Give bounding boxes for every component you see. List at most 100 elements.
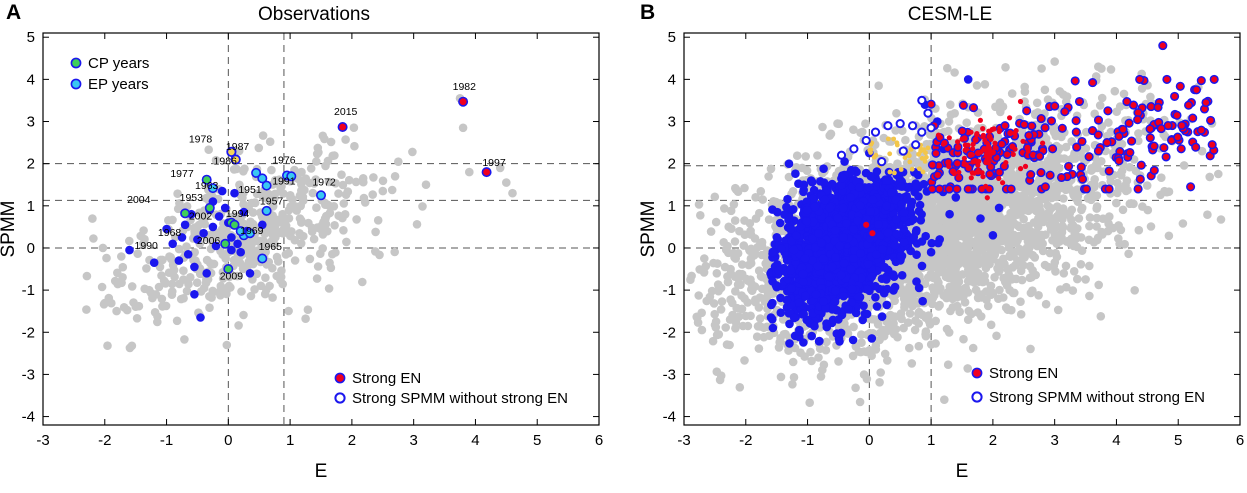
gray-point xyxy=(360,194,369,203)
gray-point xyxy=(1179,219,1188,228)
gray-point xyxy=(107,299,116,308)
gray-point xyxy=(975,222,984,231)
gray-point xyxy=(755,303,764,312)
blue-point xyxy=(871,293,880,302)
gray-point xyxy=(1126,200,1135,209)
gray-point xyxy=(724,278,733,287)
strong-en-point xyxy=(482,168,490,176)
gray-point xyxy=(777,373,786,382)
gray-point xyxy=(987,290,996,299)
gray-point xyxy=(922,327,931,336)
gray-point xyxy=(1073,224,1082,233)
gray-point xyxy=(695,265,704,274)
blue-point xyxy=(918,297,927,306)
gray-point xyxy=(309,189,318,198)
gray-point xyxy=(901,136,910,145)
year-label: 1953 xyxy=(180,192,204,204)
gray-point xyxy=(755,344,764,353)
gray-point xyxy=(1066,185,1075,194)
gray-point xyxy=(1092,204,1101,213)
gray-point xyxy=(713,269,722,278)
gray-point xyxy=(388,186,397,195)
gray-point xyxy=(193,278,202,287)
gray-point xyxy=(1143,181,1152,190)
gray-point xyxy=(969,344,978,353)
gray-point xyxy=(995,286,1004,295)
gray-point xyxy=(1059,90,1068,99)
gray-point xyxy=(350,123,359,132)
year-label: 1997 xyxy=(482,157,506,169)
x-tick-label: 0 xyxy=(224,432,232,449)
legend-ep-marker xyxy=(71,79,80,88)
gray-point xyxy=(892,109,901,118)
gray-point xyxy=(1111,87,1120,96)
gray-point xyxy=(1004,240,1013,249)
y-tick-label: -1 xyxy=(22,282,35,299)
legend-ep-label: EP years xyxy=(88,76,149,93)
gray-point xyxy=(179,275,188,284)
gray-point xyxy=(223,341,232,350)
blue-point xyxy=(246,269,255,278)
gray-point xyxy=(113,269,122,278)
gray-point xyxy=(741,230,750,239)
gray-point xyxy=(715,330,724,339)
gray-point xyxy=(162,302,171,311)
gray-point xyxy=(297,239,306,248)
gray-point xyxy=(358,278,367,287)
gray-point xyxy=(751,250,760,259)
year-label: 1986 xyxy=(214,156,238,168)
gray-point xyxy=(974,239,983,248)
gray-point xyxy=(696,211,705,220)
gray-point xyxy=(914,310,923,319)
gray-point xyxy=(1044,263,1053,272)
blue-point xyxy=(125,246,134,255)
gray-point xyxy=(1041,86,1050,95)
gray-point xyxy=(1034,214,1043,223)
panel-a-title: Observations xyxy=(258,4,370,25)
gray-point xyxy=(1205,173,1214,182)
gray-point xyxy=(981,80,990,89)
legend-a-strong-spmm-label: Strong SPMM without strong EN xyxy=(352,390,568,407)
gray-point xyxy=(158,256,167,265)
gray-point xyxy=(459,124,468,133)
gray-point xyxy=(1050,57,1059,66)
gray-point xyxy=(368,190,377,199)
blue-point xyxy=(196,313,205,322)
gray-point xyxy=(319,132,328,141)
gray-point xyxy=(717,371,726,380)
gray-point xyxy=(949,245,958,254)
year-label: 2006 xyxy=(197,235,221,247)
gray-point xyxy=(1051,267,1060,276)
panel-a-legend-top: CP years EP years xyxy=(71,55,149,93)
gray-point xyxy=(775,343,784,352)
gray-point xyxy=(835,120,844,129)
gray-point xyxy=(999,102,1008,111)
gray-point xyxy=(240,165,249,174)
blue-point xyxy=(215,212,224,221)
gray-point xyxy=(1086,213,1095,222)
year-label: 1968 xyxy=(158,227,182,239)
gray-point xyxy=(858,128,867,137)
year-label: 2004 xyxy=(127,194,151,206)
gray-point xyxy=(849,352,858,361)
year-label: 1982 xyxy=(453,81,477,93)
gray-point xyxy=(834,357,843,366)
gray-point xyxy=(964,216,973,225)
gray-point xyxy=(935,301,944,310)
gray-point xyxy=(239,311,248,320)
gray-point xyxy=(1120,90,1129,99)
gray-point xyxy=(508,189,517,198)
gray-point xyxy=(989,255,998,264)
panel-b-letter: B xyxy=(640,1,655,24)
gray-point xyxy=(327,264,336,273)
gray-point xyxy=(359,174,368,183)
gray-point xyxy=(736,383,745,392)
gray-point xyxy=(284,307,293,316)
gray-point xyxy=(155,283,164,292)
gray-point xyxy=(700,254,709,263)
blue-point xyxy=(190,263,199,272)
x-tick-label: 3 xyxy=(409,432,417,449)
gray-point xyxy=(83,272,92,281)
gray-point xyxy=(738,270,747,279)
